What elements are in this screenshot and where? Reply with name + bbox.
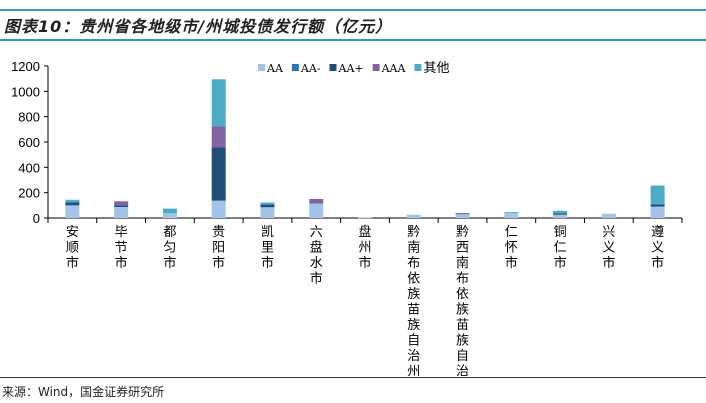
bar-segment-AA+ xyxy=(553,213,568,215)
x-tick-label: 都匀市 xyxy=(163,225,176,271)
x-tick-label: 凯里市 xyxy=(261,225,274,271)
legend-label: AA xyxy=(266,62,284,75)
bar-segment-AA xyxy=(114,206,129,218)
bar-segment-AA+ xyxy=(650,204,665,207)
bar-segment-AAA xyxy=(114,201,129,206)
y-tick-label: 600 xyxy=(18,135,40,150)
x-tick-label: 兴义市 xyxy=(602,225,615,271)
bar-segment-AA xyxy=(553,214,568,218)
bar-segment-其他 xyxy=(650,185,665,205)
bar-segment-AA+ xyxy=(65,202,80,206)
bar-segment-AA+ xyxy=(211,147,226,201)
bar-segment-AA xyxy=(65,205,80,218)
bar-segment-AA xyxy=(650,206,665,218)
bar-segment-AAA xyxy=(309,199,324,204)
bar-segment-AAA xyxy=(211,126,226,148)
bar-segment-AA xyxy=(309,203,324,218)
bar-segment-AA xyxy=(601,213,616,218)
legend-label: AA- xyxy=(300,62,321,75)
bar-segment-AA xyxy=(406,214,421,218)
stacked-bar-chart: 0 200 400 600 800 1000 1200 安顺市 毕节市 都匀市 贵阳市 凯里市 六盘水市… xyxy=(11,59,683,376)
legend-label: 其他 xyxy=(423,61,449,76)
bar-segment-AA xyxy=(162,213,177,218)
legend-swatch-AA xyxy=(258,64,265,71)
legend-swatch-AA- xyxy=(291,64,299,71)
title-bottom-rule xyxy=(0,39,706,41)
bar-segment-其他 xyxy=(260,202,275,205)
legend-swatch-其他 xyxy=(414,64,422,71)
legend-swatch-AAA xyxy=(372,64,380,71)
bar-segment-AA+ xyxy=(260,204,275,208)
bar-segment-其他 xyxy=(504,211,519,213)
x-tick-label: 六盘水市 xyxy=(310,225,323,287)
y-tick-label: 400 xyxy=(18,160,40,175)
source-rule xyxy=(0,377,706,378)
x-tick-label: 毕节市 xyxy=(115,225,128,271)
bar-segment-AA xyxy=(211,200,226,218)
x-tick-label: 黔西南布依族苗族自治州 xyxy=(456,225,469,376)
bar-segment-其他 xyxy=(162,208,177,214)
y-tick-label: 200 xyxy=(18,186,40,201)
legend-swatch-AA+ xyxy=(329,64,337,71)
x-tick-label: 安顺市 xyxy=(66,225,79,271)
title-top-rule xyxy=(0,9,706,11)
x-tick-label: 仁怀市 xyxy=(505,225,518,271)
legend-label: AA+ xyxy=(338,62,364,75)
bar-segment-AA xyxy=(455,213,470,218)
bar-segment-AA+ xyxy=(114,205,129,207)
bar-segment-其他 xyxy=(65,199,80,203)
bar-segment-AA+ xyxy=(455,213,470,215)
x-tick-label: 铜仁市 xyxy=(554,225,567,271)
x-tick-label: 贵阳市 xyxy=(212,225,225,271)
bar-segment-AA xyxy=(504,212,519,218)
x-tick-label: 遵义市 xyxy=(651,224,664,271)
y-tick-label: 1000 xyxy=(11,84,40,99)
bar-segment-AA xyxy=(358,217,372,219)
bar-segment-其他 xyxy=(553,210,568,214)
bar-segment-AA xyxy=(260,207,275,218)
x-tick-label: 黔南布依族苗族自治州 xyxy=(407,225,420,376)
legend-label: AAA xyxy=(381,62,407,75)
source-note: 来源：Wind，国金证券研究所 xyxy=(2,385,165,399)
bar-segment-其他 xyxy=(211,79,226,127)
y-tick-label: 800 xyxy=(18,110,40,125)
y-tick-label: 0 xyxy=(33,211,40,226)
x-tick-label: 盘州市 xyxy=(358,224,371,271)
chart-title: 图表10：贵州省各地级市/州城投债发行额（亿元） xyxy=(4,17,393,36)
y-tick-label: 1200 xyxy=(11,59,40,74)
